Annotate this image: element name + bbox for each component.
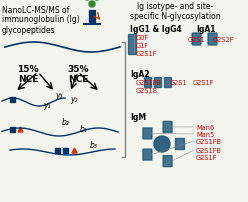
Text: 15%
NCE: 15% NCE (17, 65, 39, 84)
Text: G2S2F: G2S2F (213, 37, 235, 43)
Text: Ig isotype- and site-
specific N-glycosylation: Ig isotype- and site- specific N-glycosy… (130, 2, 221, 21)
Circle shape (154, 136, 170, 152)
Text: G1F: G1F (136, 43, 149, 49)
Text: y₃: y₃ (55, 90, 62, 99)
Text: Man5: Man5 (196, 131, 214, 137)
FancyBboxPatch shape (164, 78, 172, 88)
FancyBboxPatch shape (163, 122, 172, 133)
FancyBboxPatch shape (10, 127, 15, 132)
Text: G2S1F: G2S1F (196, 154, 217, 160)
Text: IgM: IgM (130, 113, 146, 121)
FancyBboxPatch shape (176, 139, 185, 150)
Text: Man6: Man6 (196, 124, 214, 130)
Text: G0F: G0F (136, 35, 149, 41)
Circle shape (94, 0, 100, 1)
Circle shape (89, 2, 95, 8)
FancyBboxPatch shape (55, 148, 60, 153)
FancyBboxPatch shape (10, 98, 15, 102)
FancyBboxPatch shape (208, 34, 217, 46)
FancyBboxPatch shape (192, 34, 201, 46)
FancyBboxPatch shape (63, 148, 68, 153)
FancyBboxPatch shape (128, 35, 136, 55)
Text: G2S1FB: G2S1FB (196, 147, 222, 153)
Text: G2S1: G2S1 (188, 37, 206, 43)
Text: G2S1FB: G2S1FB (136, 80, 162, 86)
Text: y₁: y₁ (43, 100, 51, 109)
Polygon shape (72, 148, 77, 153)
Text: IgG1 & IgG4: IgG1 & IgG4 (130, 25, 182, 34)
Text: 35%
NCE: 35% NCE (67, 65, 89, 84)
Text: b₂: b₂ (62, 118, 70, 127)
Text: G2S1FB: G2S1FB (196, 138, 222, 144)
Text: IgA1: IgA1 (196, 25, 216, 34)
Circle shape (84, 0, 90, 1)
Text: y₂: y₂ (70, 95, 78, 104)
Text: b₁: b₁ (80, 125, 88, 134)
FancyBboxPatch shape (143, 149, 152, 160)
FancyBboxPatch shape (143, 128, 152, 139)
Text: G2S1F: G2S1F (136, 51, 157, 57)
FancyBboxPatch shape (155, 78, 161, 88)
FancyBboxPatch shape (89, 18, 95, 24)
Text: b₃: b₃ (90, 140, 98, 149)
FancyBboxPatch shape (89, 11, 95, 17)
FancyBboxPatch shape (163, 156, 172, 167)
Text: G2S1: G2S1 (170, 80, 188, 86)
Text: G2S1F: G2S1F (193, 80, 214, 86)
FancyBboxPatch shape (145, 78, 152, 88)
Polygon shape (18, 127, 23, 132)
Text: G2S1B: G2S1B (136, 87, 158, 94)
Text: NanoLC-MS/MS of
immunoglobulin (Ig)
glycopeptides: NanoLC-MS/MS of immunoglobulin (Ig) glyc… (2, 5, 80, 35)
Text: IgA2: IgA2 (130, 70, 150, 79)
